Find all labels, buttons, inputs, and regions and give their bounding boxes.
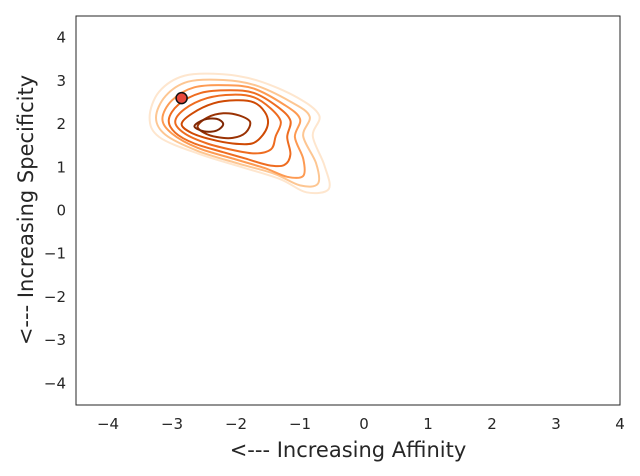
y-tick-label: −1 xyxy=(44,245,66,263)
contour-line-6 xyxy=(180,99,270,146)
plot-frame xyxy=(75,15,621,406)
x-tick-label: 0 xyxy=(359,415,369,433)
x-tick-label: −1 xyxy=(289,415,311,433)
contour-series xyxy=(148,72,331,195)
x-tick-label: 3 xyxy=(551,415,561,433)
contour-line-3 xyxy=(161,84,306,179)
y-tick-label: 4 xyxy=(56,29,66,47)
x-tick-label: −3 xyxy=(161,415,183,433)
highlight-marker xyxy=(175,91,188,105)
y-axis-ticks: −4 −3 −2 −1 0 1 2 3 4 xyxy=(44,29,66,393)
contour-line-5 xyxy=(174,93,282,155)
contour-line-8 xyxy=(193,117,225,133)
marker-layer xyxy=(175,91,188,105)
y-tick-label: −3 xyxy=(44,331,66,349)
y-tick-label: −4 xyxy=(44,374,66,392)
y-tick-label: 3 xyxy=(56,72,66,90)
y-axis-label: <--- Increasing Specificity xyxy=(14,75,38,345)
x-tick-label: −2 xyxy=(225,415,247,433)
x-tick-label: −4 xyxy=(97,415,119,433)
x-tick-label: 1 xyxy=(423,415,433,433)
y-tick-label: 2 xyxy=(56,115,66,133)
y-tick-label: −2 xyxy=(44,288,66,306)
y-tick-label: 0 xyxy=(56,202,66,220)
y-tick-label: 1 xyxy=(56,158,66,176)
x-axis-label: <--- Increasing Affinity xyxy=(230,438,467,462)
contour-line-1 xyxy=(148,72,331,195)
x-tick-label: 2 xyxy=(487,415,497,433)
contour-line-7 xyxy=(196,112,252,140)
x-axis-ticks: −4 −3 −2 −1 0 1 2 3 4 xyxy=(97,415,625,433)
x-tick-label: 4 xyxy=(615,415,625,433)
contour-line-4 xyxy=(167,89,292,168)
contour-line-2 xyxy=(155,78,321,188)
